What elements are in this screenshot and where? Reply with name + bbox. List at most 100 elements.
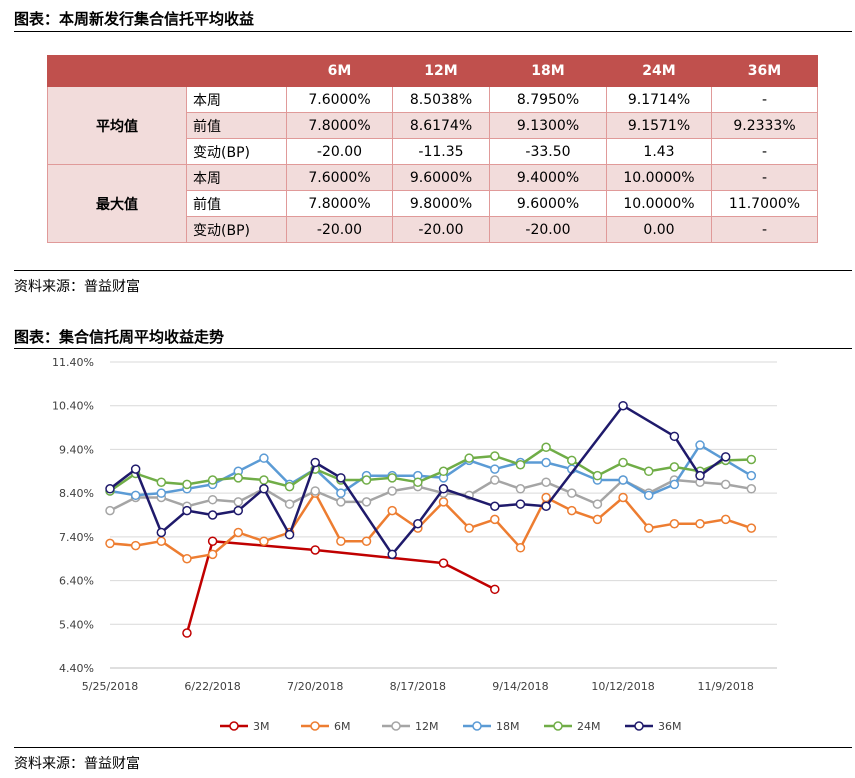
value-cell: -20.00: [286, 216, 393, 243]
y-tick-label: 8.40%: [59, 487, 94, 500]
gridlines: [110, 361, 777, 669]
data-point: [413, 518, 423, 529]
data-point: [361, 497, 372, 507]
series-6M: [105, 488, 757, 564]
data-point: [643, 466, 654, 477]
data-point: [643, 490, 654, 501]
x-tick-label: 9/14/2018: [492, 680, 548, 693]
data-point: [515, 499, 526, 509]
value-cell: 7.6000%: [286, 86, 393, 113]
data-point: [233, 497, 244, 507]
data-point: [746, 470, 757, 481]
data-point: [438, 466, 449, 477]
y-tick-label: 4.40%: [59, 662, 94, 675]
table-figure-title: 图表：本周新发行集合信托平均收益: [14, 10, 255, 28]
value-cell: 9.1571%: [606, 112, 712, 139]
data-point: [541, 442, 551, 452]
data-point: [720, 479, 731, 490]
value-cell: 9.4000%: [489, 164, 607, 191]
data-point: [310, 486, 320, 496]
data-point: [156, 488, 167, 498]
series-12M: [105, 475, 757, 516]
data-point: [592, 499, 603, 509]
value-cell: 1.43: [606, 138, 712, 165]
value-cell: 7.6000%: [286, 164, 393, 191]
data-point: [541, 477, 551, 487]
x-tick-label: 7/20/2018: [287, 680, 343, 693]
data-point: [567, 488, 577, 498]
legend-label: 3M: [253, 720, 270, 733]
value-cell: 9.8000%: [392, 190, 490, 217]
legend-label: 36M: [658, 720, 682, 733]
value-cell: -20.00: [489, 216, 607, 243]
data-point: [259, 536, 269, 546]
legend-item: 12M: [382, 720, 439, 733]
table-source-rule: [14, 270, 852, 271]
value-cell: -: [711, 164, 818, 191]
data-point: [207, 475, 218, 485]
table-header-row: 6M 12M 18M 24M 36M: [47, 55, 818, 87]
data-point: [233, 505, 244, 516]
y-axis-ticks: 4.40% 5.40% 6.40% 7.40% 8.40% 9.40% 10.40% 11.4…: [52, 356, 94, 675]
data-point: [490, 464, 500, 474]
y-tick-label: 11.40%: [52, 356, 94, 369]
data-point: [387, 549, 397, 560]
yield-trend-line-chart: 4.40% 5.40% 6.40% 7.40% 8.40% 9.40% 10.40% 11.4…: [52, 356, 777, 733]
chart-figure-title: 图表：集合信托周平均收益走势: [14, 328, 225, 346]
legend-label: 6M: [334, 720, 351, 733]
chart-title-rule: [14, 348, 852, 349]
data-point: [618, 475, 628, 485]
value-cell: 8.6174%: [392, 112, 490, 139]
data-point: [156, 536, 167, 546]
data-point: [156, 527, 167, 538]
group-label: 最大值: [47, 164, 187, 243]
data-point: [567, 455, 577, 466]
value-cell: -20.00: [286, 138, 393, 165]
data-point: [130, 464, 141, 474]
value-cell: 7.8000%: [286, 112, 393, 139]
data-point: [387, 473, 397, 483]
row-label: 变动(BP): [186, 138, 287, 165]
group-label: 平均值: [47, 86, 187, 165]
data-point: [541, 492, 551, 503]
y-tick-label: 6.40%: [59, 575, 94, 588]
data-point: [130, 540, 141, 551]
legend-swatch-marker: [553, 721, 563, 731]
data-point: [490, 501, 500, 512]
data-point: [490, 451, 500, 461]
data-point: [105, 538, 115, 549]
value-cell: 9.2333%: [711, 112, 818, 139]
yield-summary-table: 6M 12M 18M 24M 36M 平均值 本周 7.6000% 8.5038% 8.7950…: [47, 55, 818, 243]
data-point: [669, 462, 680, 472]
data-point: [438, 558, 449, 568]
x-tick-label: 10/12/2018: [591, 680, 654, 693]
y-tick-label: 7.40%: [59, 531, 94, 544]
data-point: [259, 475, 269, 485]
data-point: [746, 454, 757, 465]
value-cell: -: [711, 216, 818, 243]
data-point: [105, 505, 115, 516]
data-point: [490, 514, 500, 525]
data-point: [720, 514, 731, 525]
data-point: [182, 553, 192, 564]
header-cell: [186, 55, 287, 87]
row-label: 本周: [186, 86, 287, 113]
data-point: [669, 479, 680, 490]
data-point: [695, 470, 705, 481]
data-point: [336, 536, 346, 546]
data-point: [284, 481, 295, 492]
series-3M: [182, 536, 500, 638]
data-point: [336, 488, 346, 498]
data-point: [207, 536, 218, 546]
data-point: [746, 484, 757, 494]
table-row: 变动(BP) -20.00 -20.00 -20.00 0.00-: [48, 216, 818, 243]
data-point: [207, 494, 218, 505]
data-point: [259, 453, 269, 463]
row-label: 本周: [186, 164, 287, 191]
legend-label: 18M: [496, 720, 520, 733]
data-point: [618, 400, 628, 411]
value-cell: 10.0000%: [606, 164, 712, 191]
value-cell: 10.0000%: [606, 190, 712, 217]
value-cell: 0.00: [606, 216, 712, 243]
data-point: [156, 477, 167, 487]
